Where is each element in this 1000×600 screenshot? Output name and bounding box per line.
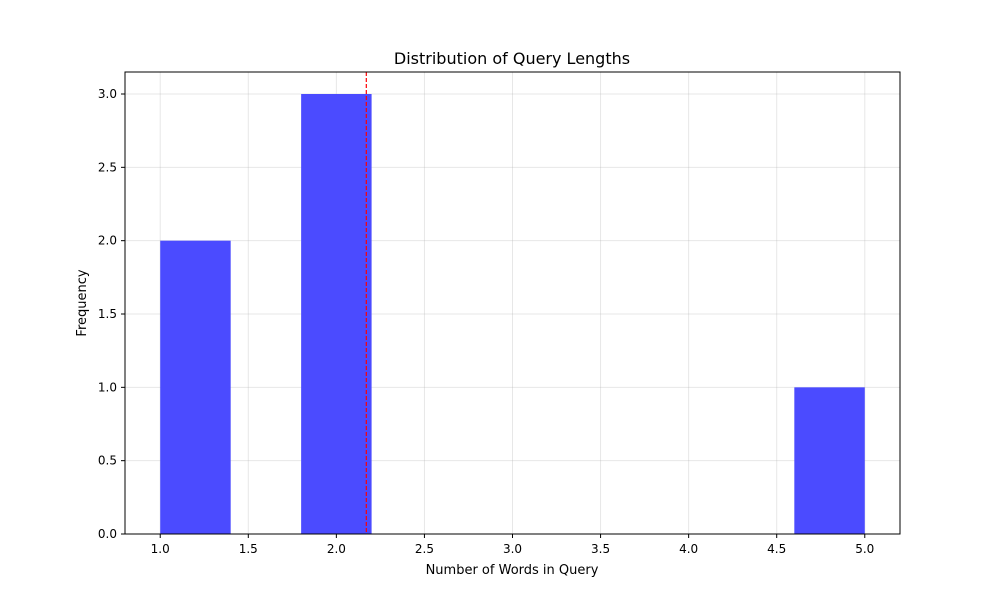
- x-tick-label-7: 4.5: [767, 542, 786, 556]
- y-tick-label-6: 3.0: [98, 87, 117, 101]
- histogram-bars: [160, 94, 865, 534]
- x-tick-label-3: 2.5: [415, 542, 434, 556]
- histogram-bar-0: [160, 240, 231, 534]
- chart-title: Distribution of Query Lengths: [394, 49, 630, 68]
- y-axis-ticks: 0.0 0.5 1.0 1.5 2.0 2.5 3.0: [98, 87, 125, 541]
- y-tick-label-3: 1.5: [98, 307, 117, 321]
- x-tick-label-6: 4.0: [679, 542, 698, 556]
- histogram-bar-2: [301, 94, 372, 534]
- x-tick-label-4: 3.0: [503, 542, 522, 556]
- y-tick-label-4: 2.0: [98, 234, 117, 248]
- x-tick-label-2: 2.0: [327, 542, 346, 556]
- x-axis-ticks: 1.0 1.5 2.0 2.5 3.0 3.5 4.0 4.5 5.0: [151, 534, 874, 556]
- histogram-bar-9: [794, 387, 865, 534]
- y-tick-label-0: 0.0: [98, 527, 117, 541]
- y-tick-label-1: 0.5: [98, 454, 117, 468]
- x-tick-label-8: 5.0: [855, 542, 874, 556]
- y-tick-label-5: 2.5: [98, 160, 117, 174]
- y-tick-label-2: 1.0: [98, 380, 117, 394]
- x-tick-label-1: 1.5: [239, 542, 258, 556]
- x-axis-label: Number of Words in Query: [426, 563, 599, 578]
- x-tick-label-0: 1.0: [151, 542, 170, 556]
- y-axis-label: Frequency: [75, 269, 90, 336]
- x-tick-label-5: 3.5: [591, 542, 610, 556]
